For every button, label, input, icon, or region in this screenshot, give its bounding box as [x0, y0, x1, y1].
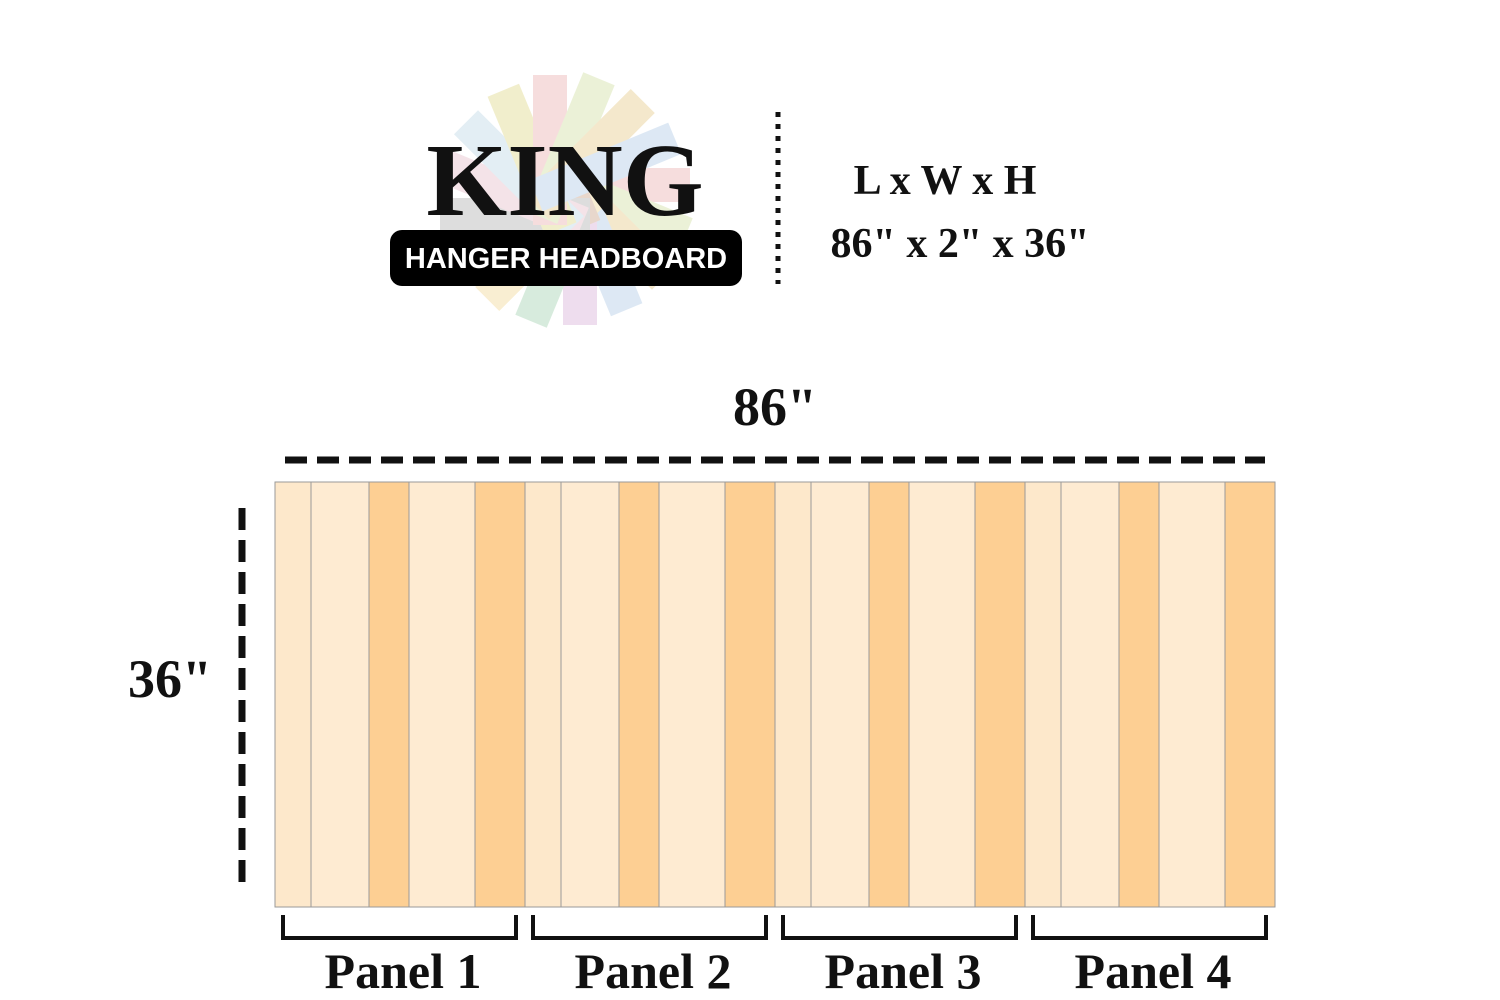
slat	[274, 481, 312, 908]
logo-badge	[390, 230, 742, 286]
slat	[868, 481, 910, 908]
headboard: Panel 1 Panel 2 Panel 3 Panel 4	[274, 481, 1276, 999]
burst-plank	[533, 75, 567, 225]
slat	[474, 481, 526, 908]
slat	[908, 481, 976, 908]
slat	[618, 481, 660, 908]
slat	[658, 481, 726, 908]
logo-subtitle: HANGER HEADBOARD	[405, 243, 727, 275]
slat	[974, 481, 1026, 908]
slat	[524, 481, 562, 908]
slat	[724, 481, 776, 908]
slat	[560, 481, 620, 908]
panel-label: Panel 3	[825, 943, 982, 999]
slat	[1118, 481, 1160, 908]
slat	[810, 481, 870, 908]
slat	[774, 481, 812, 908]
burst-plank	[541, 160, 693, 250]
width-label: 86"	[733, 377, 817, 437]
height-label: 36"	[128, 649, 212, 709]
burst-plank	[529, 122, 682, 212]
panel-label: Panel 4	[1075, 943, 1232, 999]
slat	[1224, 481, 1276, 908]
logo-title: KING	[426, 123, 703, 238]
slat	[368, 481, 410, 908]
slat	[1024, 481, 1062, 908]
burst-plank	[525, 72, 615, 224]
panel-label: Panel 2	[575, 943, 732, 999]
slat	[1060, 481, 1120, 908]
panel-bracket	[1031, 915, 1268, 940]
burst-plank	[453, 110, 585, 241]
panel-bracket	[531, 915, 768, 940]
burst-plank	[524, 88, 655, 220]
dimensions-value: 86" x 2" x 36"	[831, 221, 1090, 267]
burst-plank	[440, 198, 590, 232]
burst-plank	[437, 150, 589, 240]
slat	[408, 481, 476, 908]
panel-label: Panel 1	[325, 943, 482, 999]
panel-bracket	[281, 915, 518, 940]
burst-plank	[487, 83, 577, 236]
burst-plank	[540, 168, 690, 202]
panel-bracket	[781, 915, 1018, 940]
dimensions-label: L x W x H	[854, 158, 1037, 204]
slat	[1158, 481, 1226, 908]
slat	[310, 481, 370, 908]
